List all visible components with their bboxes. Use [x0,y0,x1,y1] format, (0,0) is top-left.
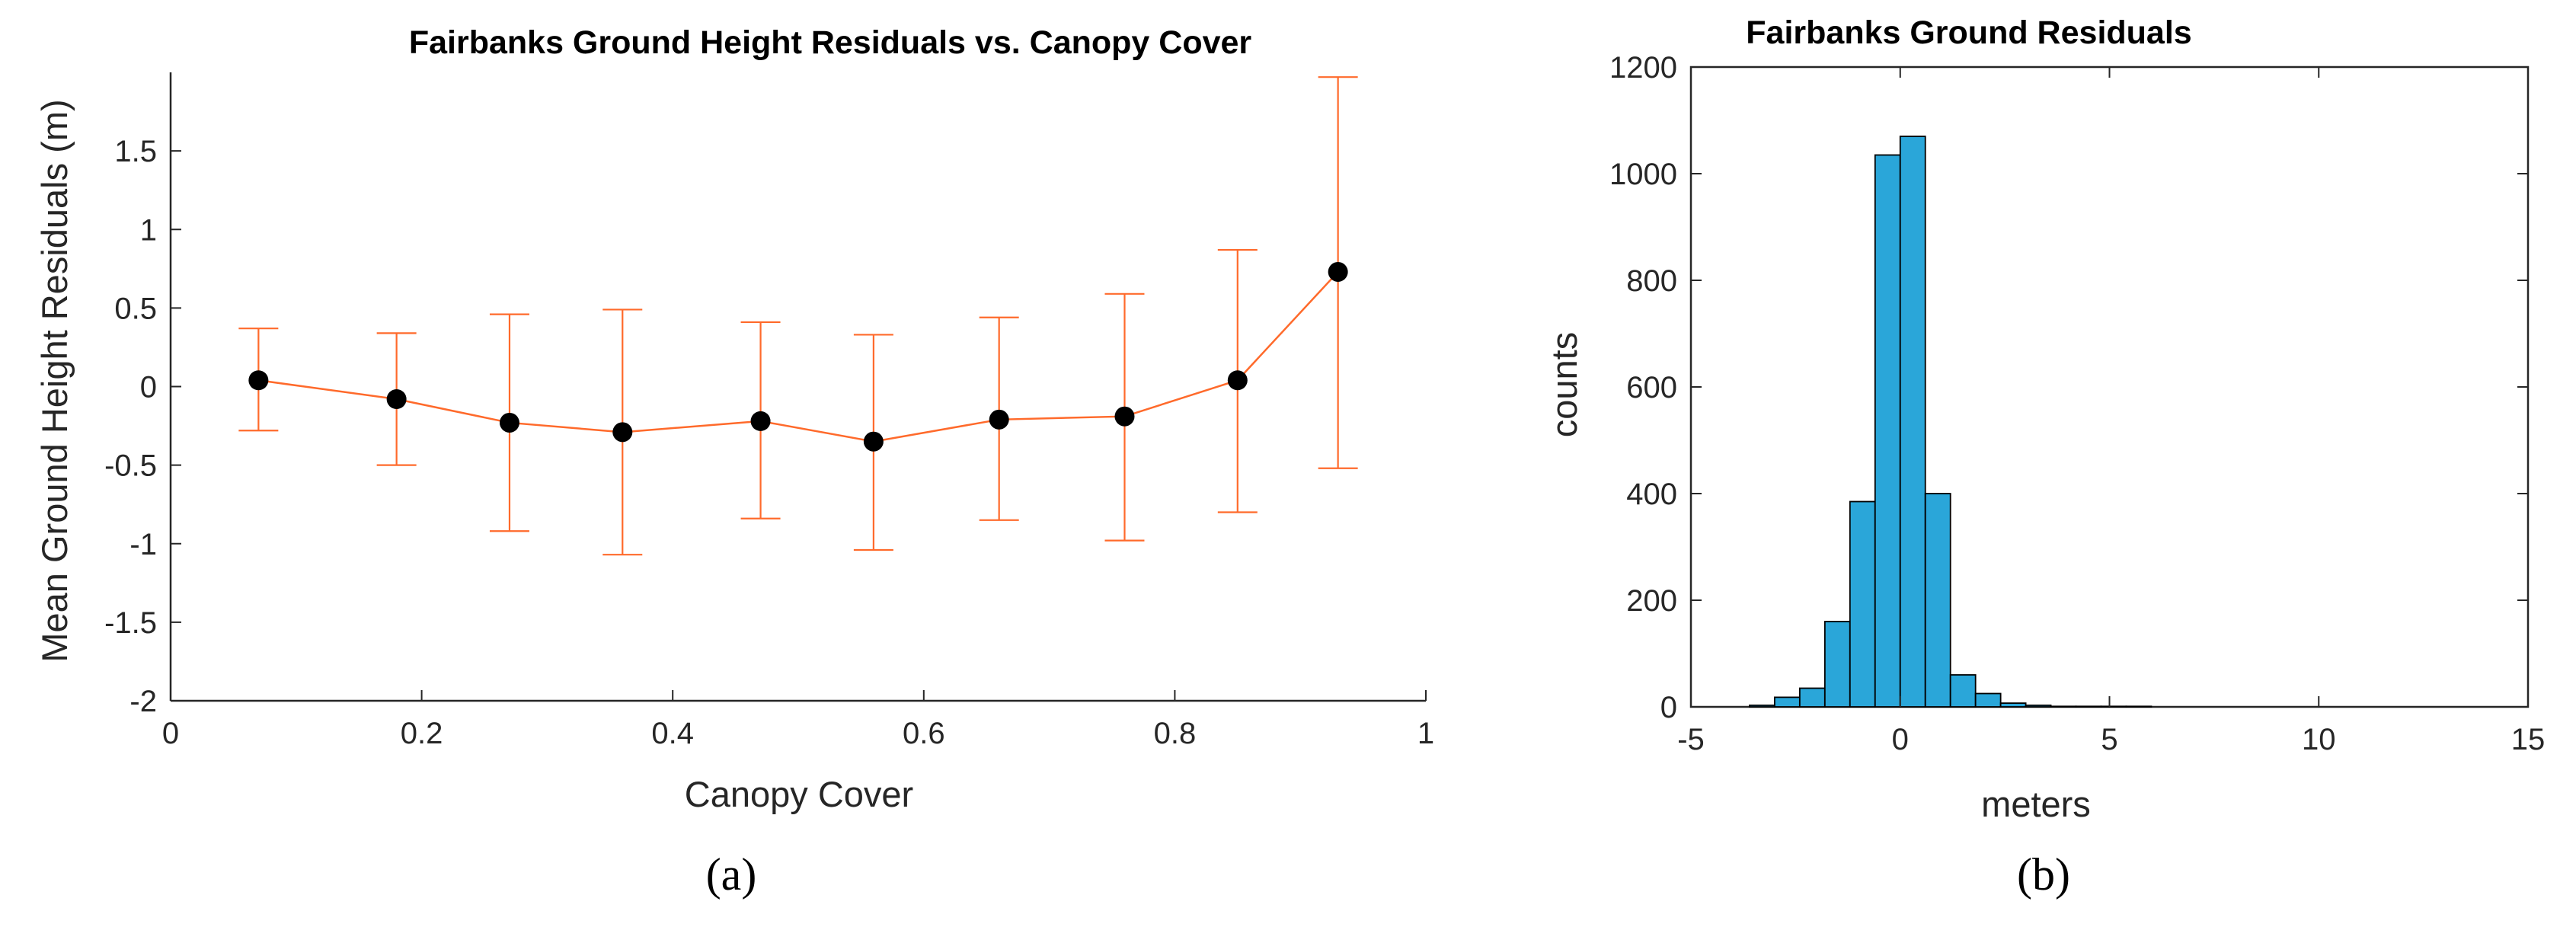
chart-b-bar [1849,500,1876,708]
chart-b-y-ticks: 0 200 400 600 800 1000 1200 [1609,51,2528,724]
chart-a-x-ticks: 0 0.2 0.4 0.6 0.8 1 [162,690,1434,750]
chart-b-bar [1823,621,1851,708]
chart-a-data-point [750,411,771,431]
chart-b-bar [1924,493,1951,708]
chart-b-bar [1773,696,1801,708]
chart-b-y-tick-label: 0 [1660,691,1677,724]
chart-b-y-tick-label: 800 [1626,264,1677,298]
chart-a-sublabel: (a) [706,849,757,900]
chart-b-x-tick-label: -5 [1677,723,1705,756]
chart-b-y-tick-label: 1200 [1609,51,1677,85]
chart-b-bar [1974,692,2002,708]
chart-a-y-tick-label: 1 [140,213,157,247]
chart-b-bar [1999,702,2027,708]
chart-a-points [248,261,1348,452]
chart-a-y-tick-label: 1.5 [114,135,157,168]
chart-a-y-tick-label: 0 [140,371,157,404]
chart-b-bar [1749,705,1775,708]
chart-a-data-point [1328,261,1348,282]
chart-a-data-point [386,389,407,409]
chart-b-y-tick-label: 400 [1626,478,1677,511]
chart-b-axes [1689,66,2530,708]
chart-b-bar [2075,705,2102,708]
chart-b-bar [1874,154,1901,708]
chart-b-x-axis-label: meters [1981,784,2091,824]
chart-a-y-tick-label: -1.5 [104,606,157,640]
chart-b-x-tick-label: 0 [1892,723,1909,756]
chart-a-y-tick-label: -0.5 [104,449,157,483]
chart-b-y-tick-label: 600 [1626,371,1677,404]
chart-a-data-point [248,370,269,391]
chart-a-x-tick-label: 0.8 [1154,717,1197,750]
chart-a-data-point [1227,370,1248,391]
chart-a-title: Fairbanks Ground Height Residuals vs. Ca… [409,24,1252,61]
chart-a-y-tick-label: 0.5 [114,292,157,325]
chart-b-y-tick-label: 200 [1626,584,1677,618]
chart-a-error-bars [238,76,1358,556]
chart-a-data-point [1114,406,1135,427]
chart-b-x-tick-label: 15 [2511,723,2546,756]
chart-a-y-axis-label: Mean Ground Height Residuals (m) [34,99,75,662]
chart-a-x-tick-label: 0.4 [651,717,694,750]
chart-a-series-line [258,271,1339,443]
chart-a-data-point [863,431,884,452]
chart-a-x-tick-label: 0 [162,717,179,750]
chart-b-bars [1749,136,2153,708]
chart-a-y-tick-label: -1 [129,528,157,561]
chart-a-series-polyline [258,271,1339,443]
chart-a-x-tick-label: 1 [1417,717,1434,750]
chart-b-x-tick-label: 5 [2101,723,2117,756]
chart-a: Fairbanks Ground Height Residuals vs. Ca… [34,24,1434,900]
chart-b-bar [2125,705,2153,708]
chart-b-x-tick-label: 10 [2302,723,2336,756]
chart-a-y-ticks: -2 -1.5 -1 -0.5 0 0.5 1 1.5 [104,135,181,718]
chart-b-axes-box [1689,66,2530,708]
chart-a-x-axis-label: Canopy Cover [685,774,913,814]
chart-b-y-tick-label: 1000 [1609,158,1677,191]
chart-b-x-ticks: -5 0 5 10 15 [1677,67,2545,756]
chart-b-bar [1899,136,1926,708]
chart-b-bar [2050,705,2077,708]
chart-b: Fairbanks Ground Residuals -5 0 5 10 15 0200… [1544,14,2545,900]
chart-a-data-point [499,412,519,433]
chart-a-x-tick-label: 0.6 [903,717,945,750]
chart-b-title: Fairbanks Ground Residuals [1746,14,2191,51]
chart-a-y-tick-label: -2 [129,685,157,718]
chart-b-bar [1798,687,1826,708]
chart-a-data-point [989,409,1009,430]
chart-b-y-axis-label: counts [1544,332,1584,437]
chart-b-bar [1949,674,1977,708]
chart-a-data-point [612,422,633,443]
chart-b-bar [2100,705,2127,708]
chart-a-x-tick-label: 0.2 [401,717,443,750]
chart-b-bar [2025,705,2052,708]
chart-b-sublabel: (b) [2017,849,2070,900]
